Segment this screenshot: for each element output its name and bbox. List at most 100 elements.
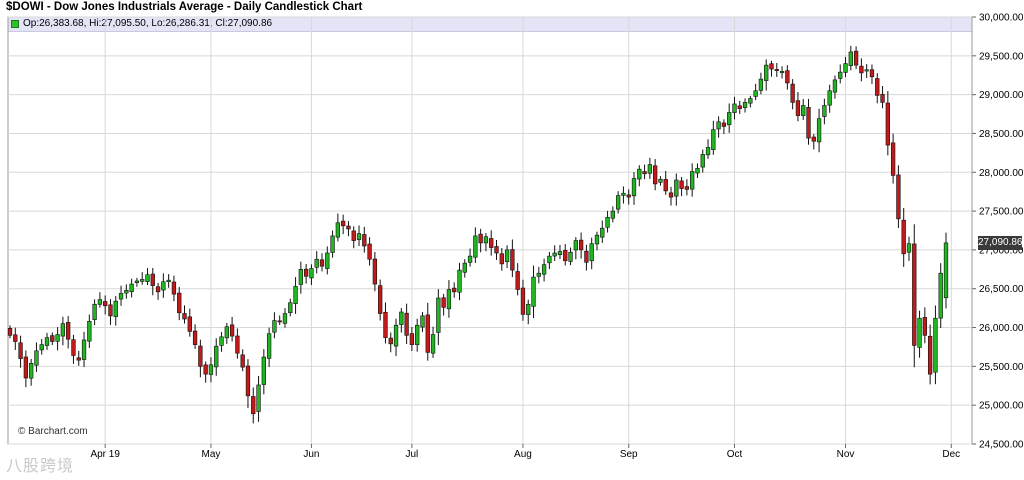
- candle: [536, 266, 541, 284]
- candle: [367, 237, 372, 266]
- candle: [875, 73, 880, 104]
- candle: [906, 236, 912, 261]
- candle: [489, 230, 494, 256]
- candle-body-down: [663, 179, 668, 192]
- candle-body-down: [240, 354, 245, 368]
- candle-body-down: [182, 313, 187, 320]
- x-tick-label: Sep: [620, 449, 638, 460]
- candle: [372, 251, 378, 292]
- candle: [515, 263, 520, 296]
- candle-body-up: [430, 334, 436, 354]
- candle-body-down: [795, 100, 801, 116]
- candle: [314, 251, 319, 274]
- candle: [637, 165, 642, 187]
- candle-body-down: [806, 106, 811, 139]
- candle-body-up: [113, 300, 118, 317]
- candle-body-down: [584, 250, 589, 263]
- candle: [97, 292, 103, 308]
- candle-body-up: [864, 69, 869, 72]
- candle-body-down: [71, 339, 76, 356]
- candle-body-down: [50, 335, 55, 342]
- candle: [816, 108, 822, 153]
- candle-body-down: [192, 330, 198, 345]
- candle-body-up: [140, 279, 145, 282]
- candle-body-up: [674, 179, 679, 197]
- candle-body-up: [224, 326, 229, 339]
- candle: [589, 237, 594, 270]
- candle-body-up: [81, 339, 87, 360]
- candle-body-down: [7, 328, 13, 336]
- candle: [779, 66, 785, 79]
- candle: [251, 387, 256, 424]
- candle: [60, 316, 66, 346]
- candle: [203, 361, 208, 383]
- candle: [483, 233, 489, 252]
- candle-body-up: [214, 345, 219, 368]
- candle: [769, 60, 774, 77]
- candle: [748, 95, 753, 108]
- barchart-watermark: © Barchart.com: [18, 426, 88, 437]
- candle: [108, 299, 113, 325]
- candle-body-down: [367, 243, 372, 260]
- candle-body-down: [890, 142, 896, 176]
- candle: [912, 224, 917, 368]
- candle-body-down: [885, 102, 890, 146]
- candle: [7, 325, 13, 339]
- candle-body-down: [18, 342, 23, 359]
- candle-body-up: [118, 293, 124, 300]
- candle-body-down: [177, 292, 182, 314]
- y-tick-label: 27,500.00: [979, 207, 1024, 218]
- candle: [605, 210, 610, 233]
- candle: [118, 285, 124, 306]
- candle-body-down: [372, 258, 378, 285]
- candle-body-up: [727, 112, 732, 126]
- candle-body-up: [531, 276, 536, 307]
- candle-body-up: [843, 63, 848, 73]
- candle-body-down: [737, 105, 742, 109]
- candle-body-down: [912, 243, 917, 346]
- candle: [81, 331, 87, 368]
- candle: [838, 64, 843, 84]
- candle-body-down: [346, 225, 351, 230]
- candle-body-down: [896, 174, 901, 220]
- candle: [615, 191, 621, 214]
- candle: [552, 245, 557, 261]
- candle: [256, 375, 261, 422]
- candle: [192, 324, 198, 349]
- candle-body-down: [362, 234, 367, 247]
- candle-body-down: [303, 268, 309, 277]
- candle-body-up: [700, 154, 705, 168]
- candle-body-down: [853, 50, 859, 66]
- candle-body-down: [520, 287, 526, 315]
- candle-body-down: [510, 249, 515, 271]
- y-tick-label: 28,000.00: [979, 168, 1024, 179]
- candle-body-up: [822, 105, 827, 117]
- candle-body-down: [869, 69, 875, 78]
- candle-body-down: [378, 285, 383, 314]
- candle: [885, 91, 890, 156]
- candle: [943, 232, 949, 309]
- candle: [938, 263, 943, 328]
- candle-body-up: [166, 279, 171, 283]
- x-tick-label: Jun: [303, 449, 319, 460]
- candle: [383, 302, 388, 344]
- y-tick-label: 24,500.00: [979, 440, 1024, 451]
- candle-body-up: [293, 286, 298, 304]
- candle-body-up: [314, 258, 319, 268]
- candle: [113, 296, 118, 326]
- candle: [298, 261, 303, 294]
- y-tick-label: 29,500.00: [979, 51, 1024, 62]
- candle: [859, 58, 864, 82]
- candle: [811, 133, 816, 150]
- candle: [927, 324, 933, 385]
- candle-body-up: [504, 249, 510, 263]
- candle-body-up: [637, 168, 642, 180]
- candle-body-down: [103, 301, 108, 307]
- candle-body-down: [811, 136, 816, 142]
- candle-body-up: [467, 255, 473, 263]
- candle-body-up: [60, 323, 66, 337]
- candle-body-down: [922, 317, 927, 336]
- candle-body-up: [39, 344, 44, 351]
- candle: [452, 282, 457, 298]
- candle-body-up: [473, 235, 478, 258]
